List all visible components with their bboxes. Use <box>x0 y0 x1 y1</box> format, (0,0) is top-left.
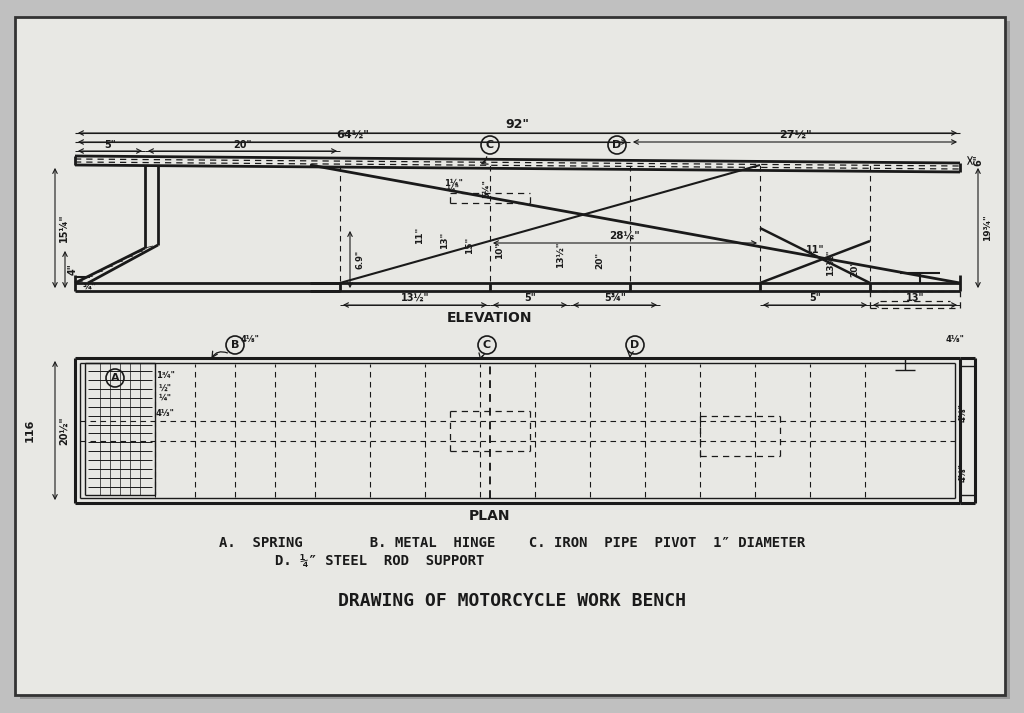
Text: 6.9": 6.9" <box>355 250 365 269</box>
Text: D. ¼″ STEEL  ROD  SUPPORT: D. ¼″ STEEL ROD SUPPORT <box>275 554 484 568</box>
Text: A: A <box>111 373 120 383</box>
Text: 20": 20" <box>233 140 252 150</box>
Text: D: D <box>631 340 640 350</box>
Text: 5": 5" <box>524 293 536 303</box>
Text: ¾": ¾" <box>83 282 97 292</box>
Text: 11": 11" <box>416 226 425 244</box>
Text: ¼": ¼" <box>446 185 460 193</box>
Text: C: C <box>483 340 492 350</box>
Text: 4⅓": 4⅓" <box>156 409 174 418</box>
Text: 13": 13" <box>906 293 925 303</box>
Text: 13": 13" <box>440 232 450 249</box>
Text: 27½": 27½" <box>778 130 811 140</box>
Text: C: C <box>486 140 494 150</box>
Text: 1¼": 1¼" <box>443 178 463 188</box>
Text: 13½": 13½" <box>555 242 564 268</box>
Text: 4⅛": 4⅛" <box>958 404 968 422</box>
Text: DRAWING OF MOTORCYCLE WORK BENCH: DRAWING OF MOTORCYCLE WORK BENCH <box>338 592 686 610</box>
Text: 4⅛": 4⅛" <box>945 334 965 344</box>
Text: 5¼": 5¼" <box>482 180 492 198</box>
Text: 4⅛": 4⅛" <box>241 334 259 344</box>
Text: 4⅛": 4⅛" <box>958 463 968 483</box>
FancyBboxPatch shape <box>15 17 1005 695</box>
Text: 4": 4" <box>68 264 78 275</box>
Text: 116: 116 <box>25 419 35 441</box>
Text: PLAN: PLAN <box>469 509 511 523</box>
Text: 1³⁄₄": 1³⁄₄" <box>156 371 174 379</box>
Text: ELEVATION: ELEVATION <box>447 311 532 325</box>
Text: 13½": 13½" <box>825 250 835 276</box>
Text: 15": 15" <box>466 237 474 254</box>
Text: D: D <box>612 140 622 150</box>
Text: 20": 20" <box>596 252 604 269</box>
Text: ¼": ¼" <box>159 394 171 403</box>
Text: 5¾": 5¾" <box>604 293 626 303</box>
Text: 6": 6" <box>973 155 983 166</box>
Text: 20": 20" <box>851 260 859 277</box>
FancyBboxPatch shape <box>20 21 1010 699</box>
Text: B: B <box>230 340 240 350</box>
Text: ½": ½" <box>159 384 171 392</box>
Text: A.  SPRING        B. METAL  HINGE    C. IRON  PIPE  PIVOT  1″ DIAMETER: A. SPRING B. METAL HINGE C. IRON PIPE PI… <box>219 536 805 550</box>
Text: 15¼": 15¼" <box>59 214 69 242</box>
Text: 5": 5" <box>104 140 116 150</box>
Text: 64½": 64½" <box>336 130 369 140</box>
Text: 5": 5" <box>809 293 821 303</box>
Text: 92": 92" <box>506 118 529 131</box>
Text: 11": 11" <box>806 245 824 255</box>
Text: 28½": 28½" <box>609 231 640 241</box>
Text: 19³⁄₄": 19³⁄₄" <box>983 215 992 242</box>
Text: 20½": 20½" <box>59 416 69 445</box>
Text: 10": 10" <box>496 242 505 259</box>
Text: 13½": 13½" <box>400 293 429 303</box>
